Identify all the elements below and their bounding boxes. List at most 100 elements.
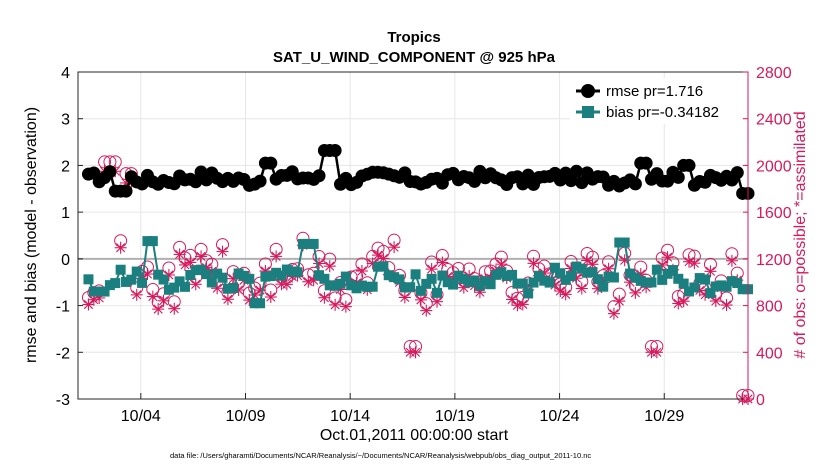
bias-point bbox=[233, 268, 244, 279]
bias-point bbox=[694, 273, 705, 284]
possible-point bbox=[173, 240, 187, 254]
chart-title: Tropics bbox=[387, 29, 440, 46]
assimilated-point-stroke bbox=[609, 309, 619, 319]
possible-point bbox=[387, 233, 401, 247]
bias-point bbox=[276, 270, 287, 281]
assimilated-point-stroke bbox=[614, 296, 624, 306]
bias-point bbox=[453, 270, 464, 281]
assimilated-point-stroke bbox=[282, 279, 292, 289]
assimilated-point bbox=[329, 298, 342, 311]
assimilated-point-stroke bbox=[684, 257, 694, 267]
left-axis-label: rmse and bias (model - observation) bbox=[23, 107, 40, 363]
possible-point bbox=[527, 249, 541, 263]
possible-point bbox=[108, 155, 122, 169]
possible-point bbox=[575, 275, 589, 289]
bias-point bbox=[222, 283, 233, 294]
bias-point bbox=[373, 261, 384, 272]
possible-point bbox=[98, 155, 112, 169]
bias-point bbox=[190, 265, 201, 276]
rmse-point bbox=[103, 165, 117, 179]
bias-point bbox=[469, 275, 480, 286]
possible-point bbox=[81, 290, 95, 304]
plot-area bbox=[78, 72, 748, 399]
possible-point bbox=[205, 257, 219, 271]
assimilated-point bbox=[607, 307, 620, 320]
assimilated-point-stroke bbox=[679, 296, 689, 306]
assimilated-point bbox=[388, 241, 401, 254]
bias-point bbox=[281, 264, 292, 275]
bias-point bbox=[126, 274, 137, 285]
chart-subtitle: SAT_U_WIND_COMPONENT @ 925 hPa bbox=[273, 49, 556, 66]
possible-point bbox=[258, 257, 272, 271]
x-axis-label: Oct.01,2011 00:00:00 start bbox=[320, 427, 509, 444]
bias-point bbox=[667, 265, 678, 276]
bias-point bbox=[485, 279, 496, 290]
possible-point bbox=[682, 248, 696, 262]
bias-point bbox=[710, 281, 721, 292]
bias-point bbox=[137, 277, 148, 288]
right-tick-label: 2000 bbox=[756, 158, 792, 175]
bias-point bbox=[83, 274, 94, 285]
left-axis-ticks: 4 3 2 1 0 -1 -2 -3 bbox=[56, 65, 83, 409]
bias-point bbox=[716, 280, 727, 291]
right-tick-label: 2400 bbox=[756, 112, 792, 129]
assimilated-point-stroke bbox=[389, 242, 399, 252]
x-tick-label: 10/19 bbox=[435, 408, 475, 425]
bias-point bbox=[582, 267, 593, 278]
bias-point bbox=[94, 286, 105, 297]
bias-point bbox=[287, 266, 298, 277]
bias-point bbox=[185, 270, 196, 281]
bias-point bbox=[99, 286, 110, 297]
assimilated-point bbox=[189, 278, 202, 291]
right-axis-label: # of obs: o=possible; *=assimilated bbox=[792, 111, 809, 358]
left-tick-label: -3 bbox=[56, 392, 70, 409]
bias-point bbox=[115, 264, 126, 275]
bias-point bbox=[319, 273, 330, 284]
bias-point bbox=[255, 298, 266, 309]
assimilated-point-stroke bbox=[550, 280, 560, 290]
possible-point bbox=[339, 293, 353, 307]
bias-series bbox=[83, 236, 753, 309]
bias-point bbox=[684, 286, 695, 297]
assimilated-point bbox=[355, 264, 368, 277]
bias-point bbox=[335, 278, 346, 289]
bias-point bbox=[517, 278, 528, 289]
possible-point bbox=[114, 234, 128, 248]
possible-point bbox=[183, 248, 197, 262]
legend-bias-marker bbox=[582, 106, 594, 118]
assimilated-point bbox=[688, 257, 701, 270]
bias-point bbox=[437, 270, 448, 281]
bias-point bbox=[415, 285, 426, 296]
bias-point bbox=[244, 273, 255, 284]
bias-point bbox=[555, 268, 566, 279]
bias-point bbox=[201, 269, 212, 280]
x-axis-ticks: 10/04 10/09 10/14 10/19 10/24 10/29 bbox=[121, 408, 685, 425]
x-tick-label: 10/04 bbox=[121, 408, 161, 425]
assimilated-point-stroke bbox=[223, 294, 233, 304]
assimilated-point-stroke bbox=[689, 258, 699, 268]
bias-point bbox=[131, 266, 142, 277]
possible-point bbox=[607, 300, 621, 314]
x-tick-label: 10/14 bbox=[330, 408, 370, 425]
possible-point bbox=[403, 339, 417, 353]
bias-point bbox=[399, 282, 410, 293]
bias-point bbox=[608, 272, 619, 283]
bias-point bbox=[179, 281, 190, 292]
bias-point bbox=[689, 282, 700, 293]
right-tick-label: 2800 bbox=[756, 65, 792, 82]
possible-point bbox=[725, 247, 739, 261]
bias-point bbox=[260, 271, 271, 282]
right-axis-ticks: 2800 2400 2000 1600 1200 800 400 0 bbox=[743, 65, 792, 409]
possible-point bbox=[586, 250, 600, 264]
assimilated-point bbox=[366, 257, 379, 270]
rmse-point bbox=[671, 170, 685, 184]
bias-point bbox=[121, 276, 132, 287]
legend-rmse-marker bbox=[581, 84, 595, 98]
bias-point bbox=[142, 236, 153, 247]
assimilated-point-stroke bbox=[185, 257, 195, 268]
possible-point bbox=[248, 281, 262, 295]
bias-point bbox=[566, 271, 577, 282]
assimilated-point-stroke bbox=[400, 292, 410, 303]
assimilated-point-stroke bbox=[148, 291, 158, 302]
